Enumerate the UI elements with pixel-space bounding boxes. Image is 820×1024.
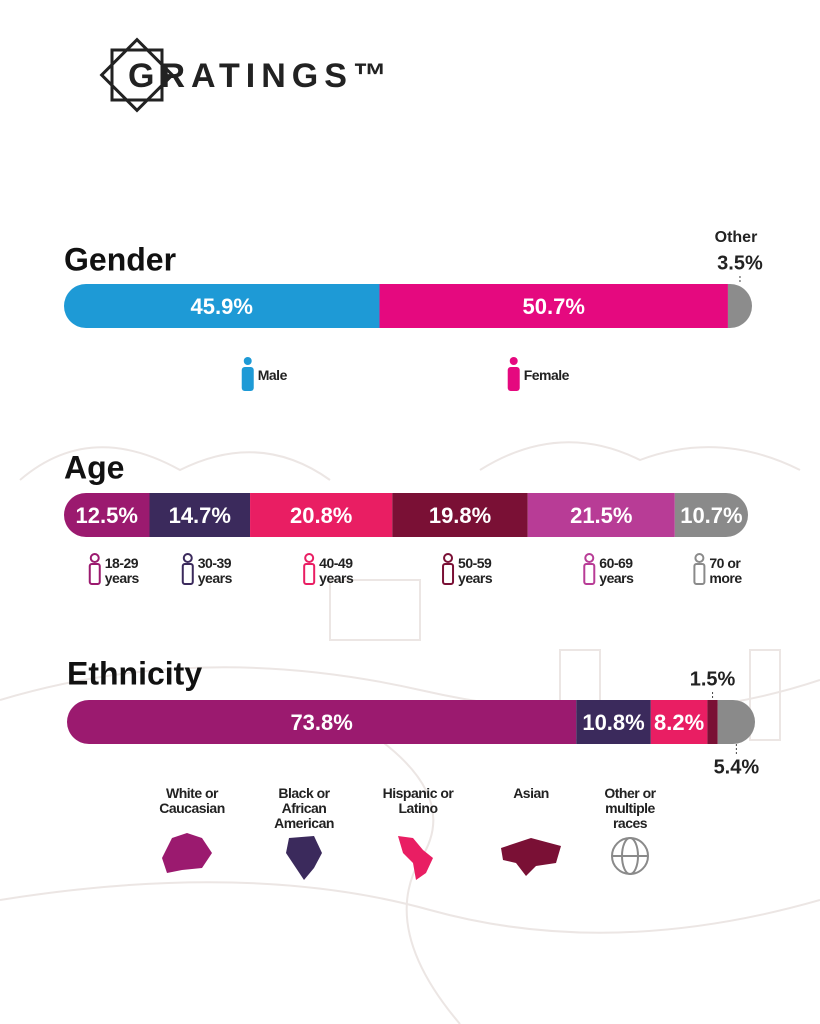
region-icon xyxy=(286,836,322,880)
logo: GRATINGS™ xyxy=(128,57,393,95)
icon-head xyxy=(509,357,518,365)
icon-head xyxy=(694,553,705,563)
globe-icon xyxy=(611,837,649,875)
icon-head xyxy=(443,553,454,563)
bar-segment xyxy=(64,493,150,537)
value-label: 1.5% xyxy=(690,668,736,690)
legend-label: 40-49 years xyxy=(319,555,354,586)
icon-body xyxy=(303,563,316,585)
icon-body xyxy=(88,563,101,585)
person-icon xyxy=(507,357,520,391)
bar-segment xyxy=(650,700,708,744)
value-label: 20.8% xyxy=(290,503,352,528)
region-icon xyxy=(398,836,433,880)
bar-segment xyxy=(149,493,251,537)
icon-head xyxy=(89,553,100,563)
value-label: 14.7% xyxy=(169,503,231,528)
value-label: 8.2% xyxy=(654,710,704,735)
value-label: 10.7% xyxy=(680,503,742,528)
legend-label: Other or multiple races xyxy=(604,785,656,831)
stacked-bar xyxy=(64,493,748,537)
legend-label: White or Caucasian xyxy=(159,785,225,816)
bar-segment xyxy=(717,700,755,744)
icon-body xyxy=(507,367,520,391)
icon-body xyxy=(583,563,596,585)
age-icon xyxy=(181,553,194,585)
icon-head xyxy=(304,553,315,563)
icon-head xyxy=(182,553,193,563)
icon-body xyxy=(693,563,706,585)
legend-label: Black or African American xyxy=(274,785,334,831)
bar-segment xyxy=(379,284,728,328)
legend-label: Male xyxy=(257,367,288,383)
icon-body xyxy=(181,563,194,585)
bar-segment xyxy=(67,700,577,744)
icon-head xyxy=(584,553,595,563)
age-icon xyxy=(442,553,455,585)
chart-title: Ethnicity xyxy=(67,655,202,691)
bar-segment xyxy=(250,493,393,537)
value-label: 19.8% xyxy=(429,503,491,528)
bar-segment xyxy=(707,700,718,744)
value-label: 12.5% xyxy=(76,503,138,528)
value-label: 5.4% xyxy=(714,756,760,778)
legend-label: Hispanic or Latino xyxy=(382,785,454,816)
bar-segment xyxy=(527,493,675,537)
legend-label: 18-29 years xyxy=(104,555,140,586)
value-label: 73.8% xyxy=(290,710,352,735)
stacked-bar xyxy=(67,700,755,744)
legend-label: 30-39 years xyxy=(197,555,233,586)
bar-segment xyxy=(674,493,748,537)
value-label: 21.5% xyxy=(570,503,632,528)
legend-label: 70 or more xyxy=(709,555,742,586)
series-name: Other xyxy=(715,229,758,246)
bar-segment xyxy=(392,493,528,537)
person-icon xyxy=(241,357,254,391)
icon-head xyxy=(243,357,252,365)
age-icon xyxy=(583,553,596,585)
value-label: 10.8% xyxy=(582,710,644,735)
icon-body xyxy=(442,563,455,585)
value-label: 3.5% xyxy=(717,252,763,274)
chart-title: Age xyxy=(64,449,124,485)
legend-label: 60-69 years xyxy=(599,555,634,586)
legend-label: Female xyxy=(523,367,570,383)
logo-mark xyxy=(99,37,175,113)
value-label: 45.9% xyxy=(191,294,253,319)
icon-body xyxy=(241,367,254,391)
bar-segment xyxy=(64,284,380,328)
age-icon xyxy=(88,553,101,585)
bar-segment xyxy=(727,284,752,328)
bar-segment xyxy=(576,700,651,744)
age-icon xyxy=(693,553,706,585)
legend-label: Asian xyxy=(513,785,549,801)
chart-title: Gender xyxy=(64,241,176,277)
age-icon xyxy=(303,553,316,585)
value-label: 50.7% xyxy=(523,294,585,319)
region-icon xyxy=(501,838,561,876)
legend-label: 50-59 years xyxy=(458,555,493,586)
region-icon xyxy=(162,833,212,873)
stacked-bar xyxy=(64,284,752,328)
